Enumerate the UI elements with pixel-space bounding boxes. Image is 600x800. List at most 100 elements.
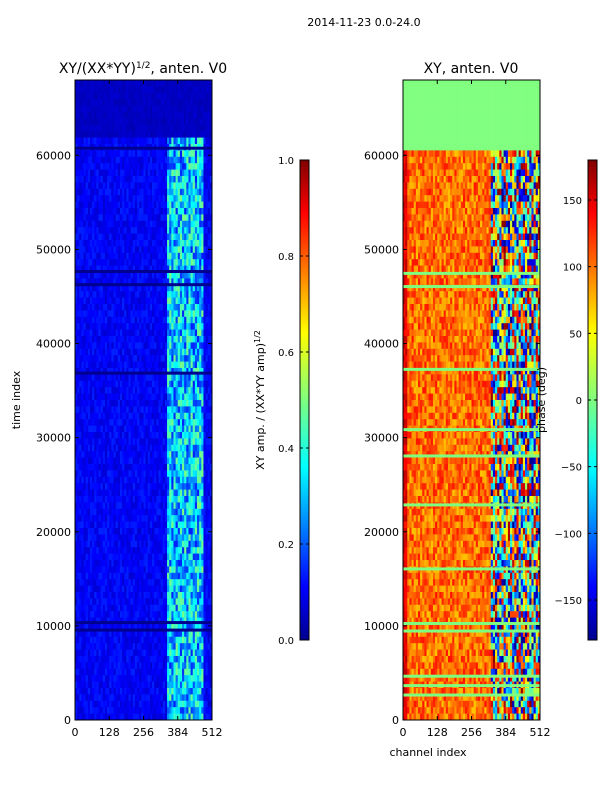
left-heatmap-cell [102, 380, 106, 388]
left-heatmap-cell [143, 214, 146, 222]
left-heatmap-cell [126, 278, 129, 286]
left-heatmap-cell [160, 540, 164, 548]
left-heatmap-cell [81, 560, 84, 567]
left-heatmap-cell [122, 534, 125, 542]
left-heatmap-cell [186, 464, 189, 471]
left-heatmap-cell [119, 355, 123, 362]
left-heatmap-cell [111, 329, 114, 337]
left-heatmap-cell [186, 201, 189, 209]
left-heatmap-cell [102, 515, 106, 522]
left-heatmap-cell [128, 272, 131, 279]
left-heatmap-cell [117, 80, 121, 87]
left-heatmap-cell [182, 227, 185, 234]
left-heatmap-cell [154, 272, 157, 279]
left-heatmap-cell [205, 547, 209, 554]
left-heatmap-cell [79, 240, 82, 247]
left-heatmap-cell [104, 92, 108, 100]
left-heatmap-cell [94, 393, 97, 401]
left-heatmap-cell [201, 150, 204, 158]
left-heatmap-cell [124, 92, 127, 100]
left-heatmap-cell [203, 323, 206, 330]
left-heatmap-cell [203, 137, 206, 145]
left-heatmap-cell [83, 291, 86, 298]
left-heatmap-cell [134, 380, 138, 388]
left-heatmap-cell [194, 400, 198, 407]
left-heatmap-cell [171, 534, 174, 542]
left-heatmap-cell [160, 521, 164, 529]
left-heatmap-cell [156, 451, 159, 458]
left-heatmap-cell [179, 329, 183, 337]
left-heatmap-cell [137, 425, 140, 433]
left-heatmap-cell [152, 323, 155, 330]
left-heatmap-cell [199, 329, 202, 337]
left-heatmap-cell [175, 131, 179, 138]
left-heatmap-cell [152, 515, 155, 522]
left-heatmap-cell [111, 220, 114, 228]
left-heatmap-cell [107, 412, 110, 420]
left-heatmap-cell [207, 560, 211, 567]
left-heatmap-cell [147, 252, 151, 260]
left-heatmap-cell [205, 92, 209, 100]
left-heatmap-cell [94, 214, 97, 222]
left-heatmap-cell [162, 227, 166, 234]
left-heatmap-cell [145, 272, 149, 279]
left-heatmap-cell [92, 272, 95, 279]
left-heatmap-cell [209, 169, 213, 177]
left-heatmap-cell [109, 336, 112, 343]
left-heatmap-cell [192, 163, 196, 170]
left-heatmap-cell [175, 547, 179, 554]
left-heatmap-cell [162, 163, 166, 170]
left-heatmap-cell [156, 316, 159, 324]
left-heatmap-cell [154, 214, 157, 222]
left-heatmap-cell [143, 233, 146, 241]
left-heatmap-cell [141, 233, 144, 241]
left-heatmap-cell [134, 176, 138, 183]
left-heatmap-cell [164, 86, 168, 94]
left-heatmap-cell [139, 476, 142, 484]
left-heatmap-cell [167, 176, 170, 183]
left-heatmap-cell [186, 188, 189, 196]
left-heatmap-cell [197, 124, 200, 132]
left-heatmap-cell [152, 316, 155, 324]
left-heatmap-cell [107, 521, 110, 529]
left-heatmap-cell [182, 284, 185, 292]
left-heatmap-cell [126, 572, 129, 580]
left-heatmap-cell [184, 336, 187, 343]
left-heatmap-cell [137, 451, 140, 458]
left-heatmap-cell [96, 432, 99, 439]
left-heatmap-cell [117, 476, 121, 484]
left-heatmap-cell [137, 476, 140, 484]
left-heatmap-cell [85, 355, 89, 362]
left-heatmap-cell [87, 291, 91, 298]
left-heatmap-cell [184, 432, 187, 439]
left-heatmap-cell [96, 208, 99, 215]
left-heatmap-cell [124, 112, 127, 119]
left-heatmap-cell [199, 323, 202, 330]
left-heatmap-cell [77, 515, 80, 522]
left-heatmap-cell [128, 86, 131, 94]
left-heatmap-cell [137, 540, 140, 548]
left-heatmap-cell [81, 169, 84, 177]
left-heatmap-cell [139, 176, 142, 183]
left-heatmap-cell [89, 489, 93, 497]
left-heatmap-cell [169, 265, 172, 273]
left-heatmap-cell [167, 368, 170, 375]
left-heatmap-cell [92, 470, 95, 478]
left-heatmap-cell [139, 112, 142, 119]
left-heatmap-cell [98, 214, 101, 222]
left-heatmap-cell [207, 432, 211, 439]
left-heatmap-cell [132, 444, 136, 452]
left-heatmap-cell [184, 99, 187, 106]
left-heatmap-cell [156, 412, 159, 420]
left-heatmap-cell [143, 572, 146, 580]
left-heatmap-cell [209, 195, 213, 202]
left-heatmap-cell [149, 451, 153, 458]
left-heatmap-cell [143, 227, 146, 234]
left-heatmap-cell [79, 92, 82, 100]
left-heatmap-cell [111, 297, 114, 305]
left-heatmap-cell [197, 316, 200, 324]
left-heatmap-cell [169, 348, 172, 356]
left-heatmap-cell [77, 304, 80, 311]
left-heatmap-cell [113, 118, 116, 126]
left-heatmap-cell [169, 92, 172, 100]
